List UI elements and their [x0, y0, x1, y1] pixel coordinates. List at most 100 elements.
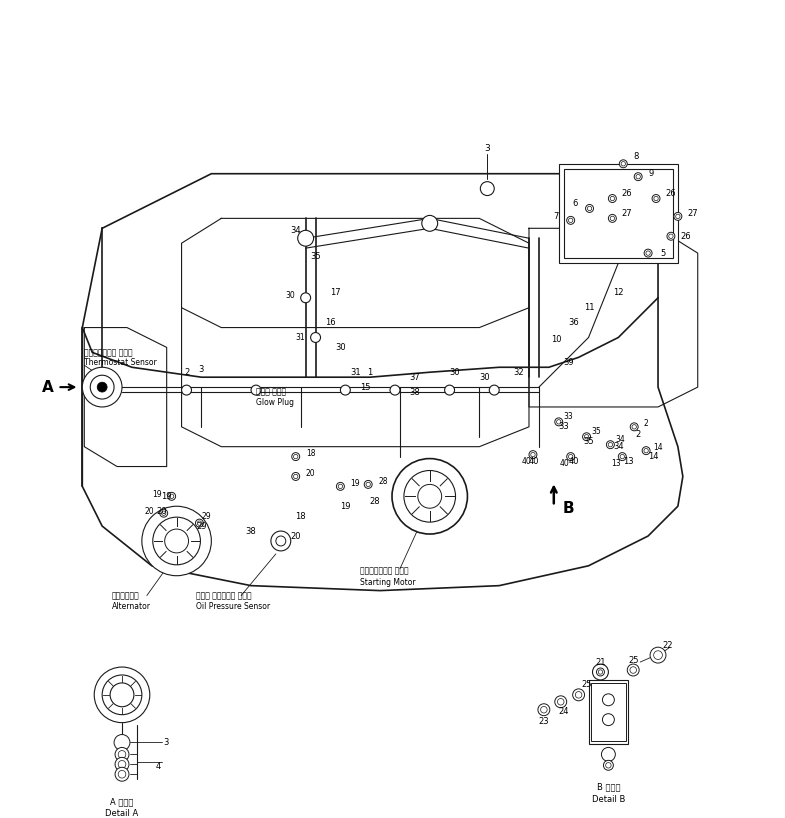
- Text: 11: 11: [584, 303, 595, 312]
- Text: 2: 2: [636, 430, 641, 439]
- Text: 8: 8: [633, 152, 639, 161]
- Circle shape: [90, 375, 114, 399]
- Text: 20: 20: [156, 506, 167, 515]
- Text: 12: 12: [613, 288, 623, 297]
- Circle shape: [652, 195, 660, 203]
- Text: 13: 13: [623, 457, 633, 466]
- Text: 40: 40: [529, 457, 539, 466]
- Text: 6: 6: [572, 199, 577, 208]
- Text: 40: 40: [522, 457, 532, 466]
- Circle shape: [162, 511, 166, 515]
- Circle shape: [82, 367, 122, 407]
- Text: 19: 19: [162, 492, 172, 501]
- Circle shape: [115, 767, 129, 781]
- Text: 22: 22: [663, 640, 674, 649]
- Circle shape: [602, 713, 615, 726]
- Circle shape: [555, 418, 563, 426]
- Text: 24: 24: [558, 708, 569, 717]
- Circle shape: [114, 735, 130, 750]
- Text: 20: 20: [290, 532, 301, 541]
- Circle shape: [593, 664, 608, 680]
- Circle shape: [575, 691, 582, 698]
- Circle shape: [568, 218, 573, 222]
- Circle shape: [115, 748, 129, 762]
- Circle shape: [251, 385, 261, 395]
- Circle shape: [606, 441, 615, 448]
- Circle shape: [573, 689, 585, 701]
- Text: 3: 3: [484, 145, 490, 154]
- Text: Thermostat Sensor: Thermostat Sensor: [84, 357, 157, 366]
- Circle shape: [418, 484, 442, 508]
- Circle shape: [567, 217, 575, 224]
- Text: 34: 34: [290, 226, 301, 235]
- Circle shape: [115, 757, 129, 771]
- Circle shape: [669, 234, 673, 238]
- Circle shape: [650, 647, 666, 663]
- Circle shape: [620, 455, 625, 459]
- Circle shape: [654, 196, 659, 200]
- Text: 34: 34: [615, 435, 625, 444]
- Text: 9: 9: [648, 169, 654, 178]
- Text: B 詳細図: B 詳細図: [597, 783, 620, 792]
- Circle shape: [598, 670, 603, 674]
- Text: 29: 29: [202, 512, 211, 521]
- Circle shape: [582, 433, 590, 441]
- Circle shape: [674, 213, 682, 220]
- Circle shape: [621, 162, 626, 166]
- Circle shape: [604, 761, 613, 771]
- Text: 25: 25: [582, 681, 592, 690]
- Text: 36: 36: [568, 318, 579, 327]
- Circle shape: [404, 470, 455, 522]
- Text: 20: 20: [306, 469, 316, 478]
- Text: 21: 21: [595, 658, 606, 667]
- Circle shape: [366, 483, 371, 487]
- Circle shape: [654, 651, 663, 659]
- Circle shape: [298, 231, 313, 246]
- Circle shape: [159, 510, 168, 517]
- Circle shape: [165, 529, 188, 553]
- Text: スターティング モータ: スターティング モータ: [360, 566, 409, 575]
- Text: 14: 14: [648, 452, 659, 461]
- Circle shape: [557, 699, 564, 705]
- Text: 15: 15: [360, 383, 371, 392]
- Text: 3: 3: [199, 365, 204, 374]
- Text: Detail B: Detail B: [592, 794, 625, 803]
- Bar: [590, 683, 626, 741]
- Text: 5: 5: [660, 249, 666, 258]
- Circle shape: [390, 385, 400, 395]
- Text: 38: 38: [410, 388, 420, 397]
- Text: 1: 1: [367, 368, 373, 377]
- Text: 27: 27: [688, 209, 698, 218]
- Text: 30: 30: [335, 343, 345, 352]
- Text: A: A: [42, 380, 53, 394]
- Text: オイル プレッシャ センサ: オイル プレッシャ センサ: [196, 591, 252, 600]
- Text: 37: 37: [410, 373, 420, 382]
- Text: 20: 20: [144, 506, 154, 515]
- Text: 19: 19: [350, 479, 360, 488]
- Circle shape: [646, 251, 650, 255]
- Text: 33: 33: [564, 412, 574, 421]
- Circle shape: [619, 160, 627, 168]
- Circle shape: [667, 232, 675, 240]
- Text: Starting Motor: Starting Motor: [360, 578, 416, 587]
- Bar: [589, 680, 628, 744]
- Text: 38: 38: [246, 527, 257, 536]
- Circle shape: [311, 333, 320, 343]
- Text: 26: 26: [666, 189, 676, 198]
- Circle shape: [610, 216, 615, 221]
- Text: 28: 28: [378, 477, 388, 486]
- Circle shape: [630, 667, 637, 673]
- Circle shape: [119, 771, 126, 778]
- Circle shape: [602, 694, 615, 706]
- Circle shape: [97, 382, 107, 392]
- Circle shape: [608, 195, 616, 203]
- Text: 17: 17: [330, 288, 341, 297]
- Text: 33: 33: [558, 422, 569, 431]
- Circle shape: [392, 459, 467, 534]
- Circle shape: [292, 452, 300, 461]
- Circle shape: [531, 452, 535, 456]
- Circle shape: [168, 492, 176, 501]
- Text: 40: 40: [560, 459, 570, 468]
- Text: 13: 13: [612, 459, 621, 468]
- Circle shape: [94, 667, 150, 722]
